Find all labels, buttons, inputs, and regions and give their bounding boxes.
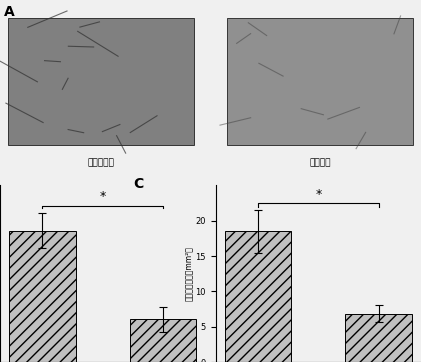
Bar bbox=[9, 231, 76, 362]
Bar bbox=[130, 319, 196, 362]
Y-axis label: 新生血管面积（mm²）: 新生血管面积（mm²） bbox=[184, 246, 193, 301]
Text: *: * bbox=[315, 188, 322, 201]
FancyBboxPatch shape bbox=[8, 18, 194, 145]
Text: *: * bbox=[99, 190, 106, 203]
Text: C: C bbox=[133, 177, 144, 190]
Bar bbox=[225, 231, 291, 362]
Bar bbox=[345, 314, 412, 362]
Text: 滴眼液组: 滴眼液组 bbox=[309, 158, 331, 167]
Text: A: A bbox=[4, 5, 15, 19]
FancyBboxPatch shape bbox=[227, 18, 413, 145]
Text: 生理盐水组: 生理盐水组 bbox=[88, 158, 115, 167]
